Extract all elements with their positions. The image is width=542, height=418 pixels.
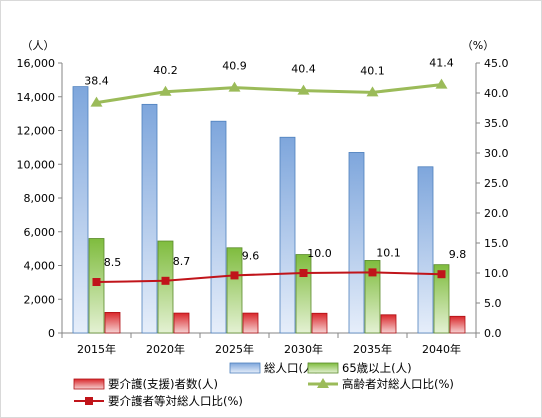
marker-elderly-ratio — [90, 96, 103, 107]
x-tick-label: 2035年 — [353, 342, 392, 356]
marker-care-ratio — [299, 269, 308, 277]
data-label-elderly-ratio: 40.9 — [222, 60, 247, 73]
data-label-care-ratio: 10.1 — [376, 246, 401, 259]
data-label-elderly-ratio: 40.4 — [291, 63, 316, 76]
x-tick-label: 2015年 — [77, 342, 116, 356]
legend-total-population: 総人口(人) — [229, 361, 319, 375]
legend-total-population-label: 総人口(人) — [264, 361, 319, 375]
data-label-care-ratio: 9.8 — [449, 248, 467, 261]
legend-age65-plus: 65歳以上(人) — [307, 361, 412, 375]
right-tick-label: 20.0 — [484, 207, 509, 220]
marker-elderly-ratio — [297, 84, 310, 95]
left-tick-label: 12,000 — [17, 125, 56, 138]
line-elderly-ratio — [96, 83, 442, 105]
marker-elderly-ratio — [435, 78, 448, 89]
left-tick-label: 2,000 — [24, 293, 56, 306]
right-tick-label: 5.0 — [484, 297, 502, 310]
left-tick-label: 10,000 — [17, 158, 56, 171]
data-label-elderly-ratio: 40.2 — [153, 64, 178, 77]
right-axis-unit: （%） — [462, 39, 494, 52]
data-label-elderly-ratio: 38.4 — [84, 75, 109, 88]
left-tick-label: 0 — [48, 327, 55, 340]
legend-care-ratio-swatch-marker — [85, 397, 93, 405]
bar-total-population — [72, 86, 89, 334]
bars — [72, 86, 466, 334]
bar-care-needed — [242, 312, 259, 334]
bar-care-needed — [380, 314, 397, 334]
legend-elderly-ratio-label: 高齢者対総人口比(%) — [342, 377, 454, 391]
bar-total-population — [348, 152, 365, 334]
marker-care-ratio — [161, 276, 170, 285]
legend-care-ratio-label: 要介護者等対総人口比(%) — [108, 394, 243, 408]
line-care-ratio — [96, 271, 442, 283]
right-tick-label: 10.0 — [484, 267, 509, 280]
x-tick-label: 2040年 — [422, 342, 461, 356]
legend-care-needed: 要介護(支援)者数(人) — [73, 377, 218, 391]
legend-care-needed-label: 要介護(支援)者数(人) — [108, 377, 218, 391]
marker-care-ratio — [437, 270, 446, 279]
legend-care-ratio: 要介護者等対総人口比(%) — [74, 394, 243, 408]
data-label-elderly-ratio: 40.1 — [360, 64, 385, 77]
bar-age65-plus — [226, 247, 243, 334]
right-tick-label: 30.0 — [484, 147, 509, 160]
axes: 0 2,000 4,000 6,000 8,000 10,000 12,000 14,000 1… — [17, 57, 509, 340]
bar-age65-plus — [433, 264, 450, 334]
x-axis-ticks: 2015年 2020年 2025年 2030年 2035年 2040年 — [61, 333, 477, 356]
legend-age65-plus-swatch — [307, 362, 339, 374]
bar-total-population — [417, 166, 434, 334]
legend-elderly-ratio-swatch-marker — [317, 378, 329, 388]
bar-total-population — [141, 103, 158, 334]
data-label-care-ratio: 10.0 — [307, 247, 332, 260]
data-labels: 38.4 40.2 40.9 40.4 40.1 41.4 8.5 8.7 9.6 10.0 10.… — [84, 57, 466, 269]
bar-age65-plus — [295, 254, 312, 334]
right-tick-label: 45.0 — [484, 57, 509, 70]
left-tick-label: 16,000 — [17, 57, 56, 70]
legend-total-population-swatch — [229, 362, 261, 374]
bar-care-needed — [104, 312, 121, 334]
lines — [90, 78, 448, 286]
right-tick-label: 40.0 — [484, 87, 509, 100]
bar-age65-plus — [157, 240, 174, 334]
marker-care-ratio — [368, 268, 377, 277]
bar-total-population — [279, 136, 296, 334]
right-tick-label: 15.0 — [484, 237, 509, 250]
left-tick-label: 14,000 — [17, 91, 56, 104]
bar-total-population — [210, 120, 227, 334]
marker-elderly-ratio — [228, 81, 241, 92]
legend: 総人口(人) 65歳以上(人) 要介護(支援)者数(人) 高齢者対総人口比(%) 要介護… — [73, 361, 454, 408]
legend-elderly-ratio: 高齢者対総人口比(%) — [308, 377, 454, 391]
data-label-care-ratio: 8.5 — [104, 256, 122, 269]
data-label-care-ratio: 9.6 — [242, 249, 260, 262]
left-tick-label: 4,000 — [24, 260, 56, 273]
bar-care-needed — [311, 312, 328, 334]
marker-care-ratio — [230, 271, 239, 280]
left-tick-label: 8,000 — [24, 192, 56, 205]
x-tick-label: 2020年 — [146, 342, 185, 356]
data-label-care-ratio: 8.7 — [173, 255, 191, 268]
marker-elderly-ratio — [159, 85, 172, 96]
left-axis-unit: （人） — [22, 39, 55, 52]
left-tick-label: 6,000 — [24, 226, 56, 239]
right-tick-label: 35.0 — [484, 117, 509, 130]
data-label-elderly-ratio: 41.4 — [429, 57, 454, 70]
marker-elderly-ratio — [366, 86, 379, 97]
bar-age65-plus — [364, 260, 381, 334]
bar-care-needed — [449, 315, 466, 334]
x-tick-label: 2025年 — [215, 342, 254, 356]
x-tick-label: 2030年 — [284, 342, 323, 356]
bar-care-needed — [173, 312, 190, 334]
legend-care-needed-swatch — [73, 378, 105, 390]
marker-care-ratio — [92, 278, 101, 286]
right-tick-label: 0.0 — [484, 327, 502, 340]
right-tick-label: 25.0 — [484, 177, 509, 190]
legend-age65-plus-label: 65歳以上(人) — [342, 361, 412, 375]
